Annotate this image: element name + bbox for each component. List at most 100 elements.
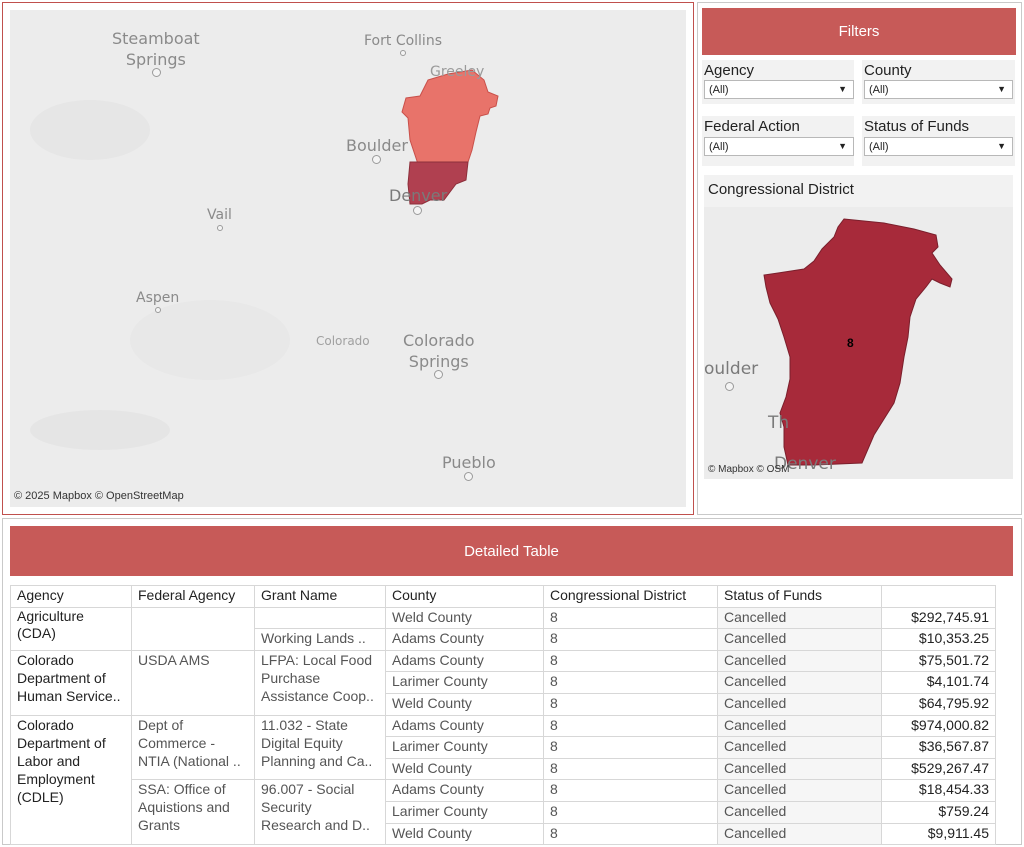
amount-cell: $36,567.87 <box>881 736 996 759</box>
status-cell: Cancelled <box>717 649 882 673</box>
status-of-funds-dropdown[interactable]: (All) ▼ <box>864 137 1013 156</box>
amount-cell: $759.24 <box>881 800 996 824</box>
district-cell: 8 <box>543 714 718 738</box>
table-row[interactable]: Agriculture (CDA) Weld County 8 Cancelle… <box>10 606 996 651</box>
column-header-congressional-district[interactable]: Congressional District <box>543 585 718 608</box>
district-cell: 8 <box>543 800 718 824</box>
chevron-down-icon: ▼ <box>838 84 847 94</box>
district-cell: 8 <box>543 822 718 846</box>
table-row[interactable]: Weld County 8 Cancelled $9,911.45 <box>11 822 996 846</box>
amount-cell: $974,000.82 <box>881 714 996 738</box>
status-cell: Cancelled <box>717 692 882 716</box>
district-shape-highlight[interactable] <box>401 69 499 171</box>
district-cell: 8 <box>543 606 718 630</box>
district-8-shape[interactable] <box>763 218 953 466</box>
district-map-shapes <box>704 207 1013 479</box>
amount-cell: $75,501.72 <box>881 649 996 673</box>
status-cell: Cancelled <box>717 671 882 694</box>
county-cell: Weld County <box>385 692 544 716</box>
map-copyright[interactable]: © 2025 Mapbox © OpenStreetMap <box>14 490 184 502</box>
table-row[interactable]: Weld County 8 Cancelled $64,795.92 <box>11 692 996 716</box>
city-dot <box>413 206 422 215</box>
table-row[interactable]: SSA: Office of Aquistions and Grants 96.… <box>11 779 996 846</box>
column-header-amount[interactable] <box>881 585 996 608</box>
agency-cell: Agriculture (CDA) <box>10 606 132 651</box>
column-header-county[interactable]: County <box>385 585 544 608</box>
county-cell: Adams County <box>385 714 544 738</box>
federal-agency-cell: USDA AMS <box>131 649 255 716</box>
table-row[interactable]: Colorado Department of Labor and Employm… <box>10 714 996 846</box>
detailed-table-header: Detailed Table <box>10 526 1013 576</box>
status-cell: Cancelled <box>717 628 882 651</box>
table-row[interactable]: Larimer County 8 Cancelled $36,567.87 <box>11 736 996 759</box>
main-map-panel <box>2 2 694 515</box>
county-cell: Weld County <box>385 757 544 781</box>
main-map[interactable]: Steamboat Springs Fort Collins Greeley B… <box>10 10 686 507</box>
amount-cell: $10,353.25 <box>881 628 996 651</box>
status-cell: Cancelled <box>717 714 882 738</box>
city-dot <box>155 307 161 313</box>
congressional-district-filter <box>704 175 1013 207</box>
main-map-shapes <box>10 10 686 507</box>
amount-cell: $9,911.45 <box>881 822 996 846</box>
county-cell: Larimer County <box>385 800 544 824</box>
county-dropdown-value: (All) <box>869 84 889 96</box>
city-label-denver: Denver <box>389 186 448 205</box>
amount-cell: $292,745.91 <box>881 606 996 630</box>
amount-cell: $64,795.92 <box>881 692 996 716</box>
district-cell: 8 <box>543 671 718 694</box>
agency-dropdown-value: (All) <box>709 84 729 96</box>
table-header-row: Agency Federal Agency Grant Name County … <box>10 585 996 608</box>
amount-cell: $18,454.33 <box>881 779 996 802</box>
city-label-denver-partial: Denver <box>774 454 836 474</box>
federal-agency-cell: SSA: Office of Aquistions and Grants <box>131 779 255 846</box>
column-header-agency[interactable]: Agency <box>10 585 132 608</box>
federal-action-dropdown[interactable]: (All) ▼ <box>704 137 854 156</box>
table-row[interactable]: Weld County 8 Cancelled $529,267.47 <box>11 757 996 781</box>
table-row[interactable]: Colorado Department of Human Service.. U… <box>10 649 996 716</box>
detailed-table: Agency Federal Agency Grant Name County … <box>10 585 996 846</box>
city-label-colorado-springs: Colorado Springs <box>403 331 475 371</box>
district-cell: 8 <box>543 692 718 716</box>
grant-name-cell: 11.032 - State Digital Equity Planning a… <box>254 714 386 781</box>
district-cell: 8 <box>543 757 718 781</box>
congressional-district-map[interactable]: 8 oulder Th Denver © Mapbox © OSM <box>704 207 1013 479</box>
district-cell: 8 <box>543 628 718 651</box>
city-label-thornton-partial: Th <box>768 413 790 433</box>
filters-header: Filters <box>702 8 1016 55</box>
status-cell: Cancelled <box>717 757 882 781</box>
column-header-status-of-funds[interactable]: Status of Funds <box>717 585 882 608</box>
column-header-grant-name[interactable]: Grant Name <box>254 585 386 608</box>
city-dot <box>372 155 381 164</box>
federal-action-dropdown-value: (All) <box>709 141 729 153</box>
status-cell: Cancelled <box>717 736 882 759</box>
district-shape-overlap[interactable] <box>407 161 469 205</box>
chevron-down-icon: ▼ <box>997 141 1006 151</box>
column-header-federal-agency[interactable]: Federal Agency <box>131 585 255 608</box>
city-dot <box>400 50 406 56</box>
congressional-district-label: Congressional District <box>708 181 854 198</box>
grant-name-cell <box>254 606 386 630</box>
city-label-boulder: Boulder <box>346 136 408 155</box>
status-cell: Cancelled <box>717 800 882 824</box>
district-cell: 8 <box>543 649 718 673</box>
city-dot <box>725 382 734 391</box>
agency-cell: Colorado Department of Labor and Employm… <box>10 714 132 846</box>
status-cell: Cancelled <box>717 606 882 630</box>
table-row[interactable]: Larimer County 8 Cancelled $4,101.74 <box>11 671 996 694</box>
county-dropdown[interactable]: (All) ▼ <box>864 80 1013 99</box>
table-row[interactable]: Working Lands .. Adams County 8 Cancelle… <box>11 628 996 651</box>
district-map-copyright[interactable]: © Mapbox © OSM <box>708 464 790 475</box>
chevron-down-icon: ▼ <box>838 141 847 151</box>
chevron-down-icon: ▼ <box>997 84 1006 94</box>
county-cell: Weld County <box>385 822 544 846</box>
filters-panel <box>697 2 1022 515</box>
city-label-steamboat-springs: Steamboat Springs <box>112 29 200 69</box>
city-dot <box>152 68 161 77</box>
agency-cell: Colorado Department of Human Service.. <box>10 649 132 716</box>
federal-agency-cell: Dept of Commerce - NTIA (National .. <box>131 714 255 781</box>
status-cell: Cancelled <box>717 822 882 846</box>
agency-dropdown[interactable]: (All) ▼ <box>704 80 854 99</box>
county-cell: Adams County <box>385 779 544 802</box>
amount-cell: $529,267.47 <box>881 757 996 781</box>
